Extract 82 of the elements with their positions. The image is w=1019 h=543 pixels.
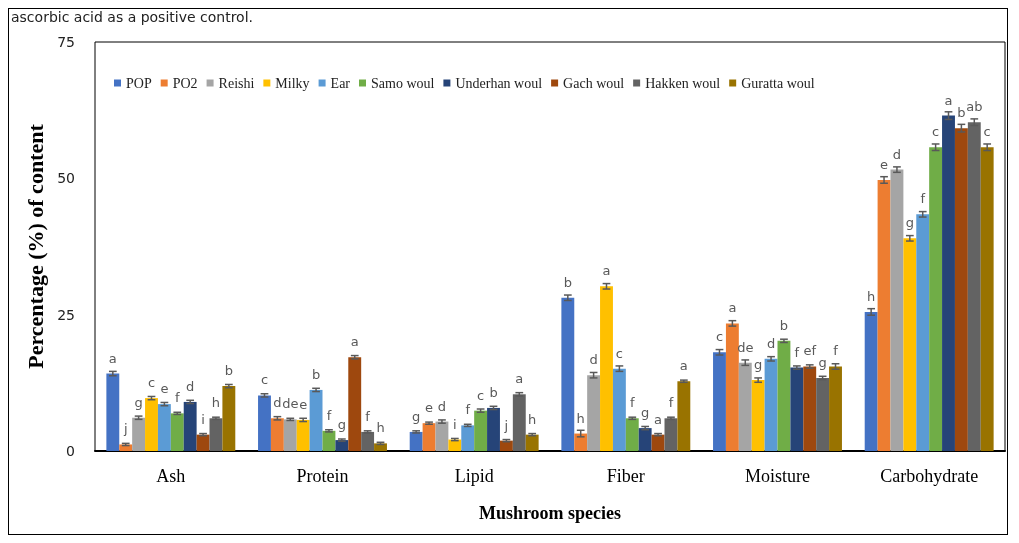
legend-label: Milky — [275, 75, 310, 91]
legend-label: Guratta woul — [741, 75, 815, 91]
x-tick-label: Fiber — [606, 466, 645, 486]
data-label: g — [754, 357, 763, 373]
x-tick-label: Moisture — [745, 466, 811, 486]
data-label: h — [211, 395, 221, 411]
legend-label: POP — [126, 75, 152, 91]
data-label: h — [867, 288, 876, 304]
data-label: ef — [803, 343, 817, 359]
data-label: g — [641, 405, 650, 421]
data-label: g — [818, 354, 827, 370]
data-label: a — [602, 263, 611, 279]
data-label: f — [794, 344, 800, 360]
data-label: f — [365, 408, 371, 424]
legend-label: Reishi — [218, 75, 255, 91]
data-label: b — [489, 384, 498, 400]
data-label: d — [437, 398, 447, 414]
data-label: ab — [966, 99, 983, 115]
data-label: i — [201, 411, 205, 427]
data-label: f — [920, 191, 926, 207]
data-label: h — [528, 411, 537, 427]
data-label: f — [668, 395, 674, 411]
data-label: a — [728, 300, 737, 316]
data-label: e — [160, 381, 169, 397]
data-label: a — [350, 334, 359, 350]
data-label: b — [563, 274, 572, 290]
y-tick-label: 25 — [57, 306, 75, 323]
data-label: b — [311, 366, 321, 382]
data-label: c — [260, 372, 269, 388]
data-label: a — [944, 92, 953, 108]
y-axis-title: Percentage (%) of content — [22, 123, 48, 369]
data-label: a — [515, 371, 524, 387]
data-label: d — [273, 395, 282, 411]
data-label: c — [983, 124, 991, 140]
legend-label: Gach woul — [563, 75, 625, 91]
data-label: a — [108, 350, 117, 366]
x-tick-label: Carbohydrate — [880, 466, 979, 486]
data-label: c — [615, 345, 623, 361]
data-label: j — [503, 417, 509, 433]
data-label: b — [957, 105, 966, 121]
y-tick-label: 0 — [66, 443, 75, 459]
data-label: j — [122, 421, 128, 437]
data-label: de — [282, 396, 299, 412]
data-label: d — [589, 352, 598, 368]
data-label: d — [892, 146, 902, 162]
data-label: c — [477, 387, 485, 403]
data-label: b — [779, 317, 789, 333]
data-label: f — [629, 395, 635, 411]
data-label: d — [186, 378, 195, 394]
data-label: a — [679, 358, 688, 374]
data-label: f — [326, 407, 332, 423]
data-label: c — [715, 329, 724, 345]
data-label: c — [147, 375, 156, 391]
legend-label: PO2 — [172, 75, 198, 91]
legend-label: Hakken woul — [645, 75, 721, 91]
legend-label: Ear — [330, 75, 351, 91]
data-label: e — [880, 156, 889, 172]
data-label: i — [453, 416, 457, 432]
data-label: c — [932, 124, 940, 140]
data-label: h — [376, 420, 385, 436]
x-tick-label: Lipid — [454, 466, 494, 486]
data-label: g — [134, 394, 143, 410]
data-label: f — [465, 402, 471, 418]
data-label: e — [425, 400, 434, 416]
x-tick-label: Protein — [296, 466, 349, 486]
data-label: g — [905, 215, 914, 231]
text: ascorbic acid as a positive control. — [11, 9, 254, 25]
data-label: e — [299, 396, 308, 412]
x-tick-label: Ash — [156, 466, 186, 486]
y-tick-label: 75 — [57, 34, 75, 50]
data-label: g — [412, 408, 421, 424]
legend-label: Samo woul — [371, 75, 435, 91]
data-label: h — [576, 410, 585, 426]
legend-label: Underhan woul — [455, 75, 543, 91]
data-label: a — [654, 411, 663, 427]
data-label: b — [224, 363, 233, 379]
data-label: f — [174, 390, 180, 406]
data-label: g — [337, 417, 346, 433]
y-tick-label: 50 — [57, 170, 75, 187]
data-label: f — [833, 343, 839, 359]
data-label: d — [766, 335, 776, 351]
x-axis-title: Mushroom species — [478, 503, 622, 523]
